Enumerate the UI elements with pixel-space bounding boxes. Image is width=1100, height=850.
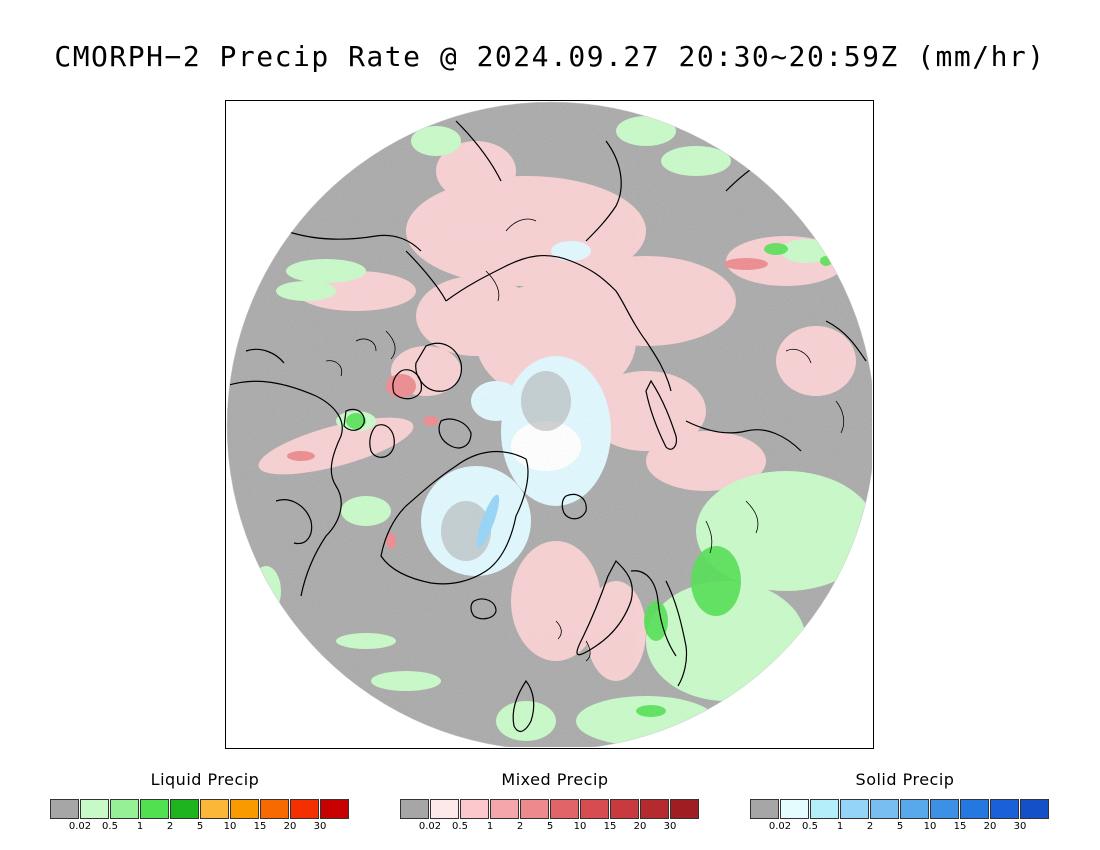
- legend-tick-label: 30: [313, 821, 327, 832]
- legend-swatch: [1020, 799, 1049, 819]
- legend-swatch: [490, 799, 519, 819]
- legend-swatch: [110, 799, 139, 819]
- legend-tick-label: 1: [836, 821, 844, 832]
- legend-tick-label: 2: [166, 821, 174, 832]
- disk-edge: [226, 101, 872, 747]
- legend-ticks: 0.02 0.5 1 2 5 10 15 20 30: [50, 821, 360, 835]
- legend-swatch: [840, 799, 869, 819]
- legend-tick-label: 1: [136, 821, 144, 832]
- legend-swatch: [170, 799, 199, 819]
- legend-swatch: [640, 799, 669, 819]
- legend-tick-label: 5: [196, 821, 204, 832]
- legend-swatches: [400, 799, 710, 819]
- legend-swatch: [520, 799, 549, 819]
- legend-tick-label: 15: [603, 821, 617, 832]
- legend-swatch: [80, 799, 109, 819]
- legend-swatch: [610, 799, 639, 819]
- legend-swatch: [460, 799, 489, 819]
- legend-swatch: [990, 799, 1019, 819]
- legend-swatch: [900, 799, 929, 819]
- legend-tick-label: 30: [1013, 821, 1027, 832]
- legend-swatch: [550, 799, 579, 819]
- legend-swatch: [810, 799, 839, 819]
- legend-swatch: [230, 799, 259, 819]
- legend-title: Liquid Precip: [150, 770, 260, 789]
- legend-swatch: [750, 799, 779, 819]
- legend-ticks: 0.02 0.5 1 2 5 10 15 20 30: [750, 821, 1060, 835]
- precip-disk: [227, 102, 872, 747]
- polar-precip-map: [226, 101, 872, 747]
- legend-tick-label: 0.5: [802, 821, 818, 832]
- greenland-outline: [380, 451, 529, 585]
- legend-swatch: [930, 799, 959, 819]
- legend-tick-label: 1: [486, 821, 494, 832]
- legend-swatch: [260, 799, 289, 819]
- legend-swatch: [50, 799, 79, 819]
- legend-tick-label: 10: [573, 821, 587, 832]
- legend-title: Solid Precip: [855, 770, 955, 789]
- legend-tick-label: 15: [253, 821, 267, 832]
- legend-tick-label: 2: [516, 821, 524, 832]
- legend-solid: Solid Precip 0.02 0.5 1 2 5 10 15 20 30: [750, 770, 1060, 835]
- legend-swatch: [430, 799, 459, 819]
- map-title: CMORPH−2 Precip Rate @ 2024.09.27 20:30~…: [54, 40, 1046, 73]
- legend-tick-label: 15: [953, 821, 967, 832]
- legend-tick-label: 0.5: [102, 821, 118, 832]
- legend-swatch: [140, 799, 169, 819]
- legend-swatch: [400, 799, 429, 819]
- legend-tick-label: 0.02: [418, 821, 442, 832]
- legend-swatch: [780, 799, 809, 819]
- legend-tick-label: 30: [663, 821, 677, 832]
- legend-tick-label: 20: [983, 821, 997, 832]
- legend-mixed: Mixed Precip 0.02 0.5 1 2 5 10 15 20 30: [400, 770, 710, 835]
- legend-swatches: [750, 799, 1060, 819]
- legend-swatch: [960, 799, 989, 819]
- legend-swatches: [50, 799, 360, 819]
- legend-tick-label: 20: [283, 821, 297, 832]
- legend-swatch: [670, 799, 699, 819]
- legend-swatch: [320, 799, 349, 819]
- legend-tick-label: 2: [866, 821, 874, 832]
- map-frame: [225, 100, 874, 749]
- legend-tick-label: 0.02: [768, 821, 792, 832]
- legend-title: Mixed Precip: [501, 770, 609, 789]
- noise-texture: [227, 102, 872, 747]
- legend-tick-label: 5: [546, 821, 554, 832]
- legend-tick-label: 20: [633, 821, 647, 832]
- fine-coastlines: [325, 218, 845, 662]
- legend-swatch: [870, 799, 899, 819]
- legend-tick-label: 5: [896, 821, 904, 832]
- legend-tick-label: 0.5: [452, 821, 468, 832]
- legend-tick-label: 10: [223, 821, 237, 832]
- legend-ticks: 0.02 0.5 1 2 5 10 15 20 30: [400, 821, 710, 835]
- legend-swatch: [580, 799, 609, 819]
- legend-swatch: [290, 799, 319, 819]
- legend-swatch: [200, 799, 229, 819]
- legend-liquid: Liquid Precip 0.02 0.5 1 2 5 10 15 20 30: [50, 770, 360, 835]
- legend-tick-label: 10: [923, 821, 937, 832]
- legend-tick-label: 0.02: [68, 821, 92, 832]
- coastlines: [227, 120, 867, 733]
